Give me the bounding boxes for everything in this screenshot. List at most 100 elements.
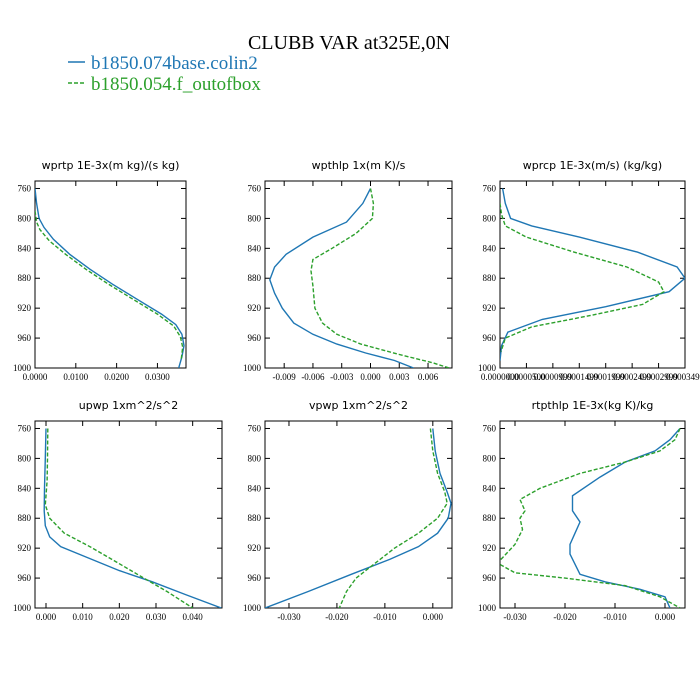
figure-title: CLUBB VAR at325E,0N [248,32,450,54]
x-tick-label: 0.000 [655,612,676,622]
panel-3: upwp 1xm^2/s^2 760 800 840 880 920 960 1000 0.00… [13,399,223,622]
legend: b1850.074base.colin2 b1850.054.f_outofbo… [68,53,261,95]
y-tick-label: 800 [483,213,497,223]
x-tick-label: 0.0300 [145,372,170,382]
x-tick-label: 0.0000999 [534,372,573,382]
x-tick-label: 0.0000 [23,372,48,382]
x-tick-label: 0.020 [109,612,130,622]
series-line-base-colin2 [569,428,681,608]
x-tick-label: 0.010 [73,612,94,622]
legend-label-0: b1850.074base.colin2 [91,53,258,74]
y-tick-label: 840 [483,483,497,493]
plot-frame-2 [499,180,686,369]
x-tick-label: 0.0100 [63,372,88,382]
series-line-f-outofbox [500,203,665,352]
panel-1: wpthlp 1x(m K)/s 760 800 840 880 920 960 1000 -0… [243,159,453,382]
plot-frame-0 [34,180,187,369]
series-line-f-outofbox [500,428,681,608]
panel-title-4: vpwp 1xm^2/s^2 [309,399,408,412]
series-line-f-outofbox [338,428,448,608]
panel-2: wprcp 1E-3x(m/s) (kg/kg) 760 800 840 880 920 9… [478,159,700,382]
plot-frame-1 [264,180,453,369]
y-tick-label: 880 [18,513,32,523]
y-tick-label: 760 [483,183,497,193]
y-tick-label: 960 [18,573,32,583]
panel-5: rtpthlp 1E-3x(kg K)/kg 760 800 840 880 920 960… [478,399,686,622]
y-tick-label: 880 [248,513,262,523]
y-tick-label: 840 [248,483,262,493]
y-tick-label: 800 [248,213,262,223]
y-tick-label: 800 [248,453,262,463]
y-tick-label: 1000 [243,363,262,373]
plot-frame-5 [499,420,686,609]
y-tick-label: 840 [483,243,497,253]
y-tick-label: 760 [18,423,32,433]
y-tick-label: 840 [18,483,32,493]
y-tick-label: 1000 [13,603,32,613]
x-tick-label: -0.009 [273,372,297,382]
y-tick-label: 920 [483,543,497,553]
x-tick-label: -0.020 [553,612,577,622]
series-line-f-outofbox [310,188,450,368]
y-tick-label: 800 [18,453,32,463]
y-tick-label: 920 [483,303,497,313]
y-tick-label: 1000 [243,603,262,613]
y-tick-label: 960 [483,333,497,343]
x-tick-label: 0.000 [36,612,57,622]
y-tick-label: 760 [248,183,262,193]
series-line-base-colin2 [269,188,414,368]
panel-title-2: wprcp 1E-3x(m/s) (kg/kg) [523,159,662,172]
x-tick-label: 0.0002999 [639,372,678,382]
legend-entry-0: b1850.074base.colin2 [68,53,258,74]
x-tick-label: 0.0002499 [613,372,652,382]
x-tick-label: 0.003 [389,372,410,382]
y-tick-label: 840 [18,243,32,253]
y-tick-label: 960 [248,573,262,583]
panels: wprtp 1E-3x(m kg)/(s kg) 760 800 840 880 920 9… [13,159,700,622]
panel-title-0: wprtp 1E-3x(m kg)/(s kg) [42,159,180,172]
x-tick-label: 0.0001999 [587,372,626,382]
x-tick-label: 0.030 [146,612,167,622]
y-tick-label: 760 [18,183,32,193]
y-tick-label: 1000 [478,363,497,373]
y-tick-label: 1000 [13,363,32,373]
y-tick-label: 800 [18,213,32,223]
series-line-base-colin2 [500,188,685,361]
panel-title-1: wpthlp 1x(m K)/s [312,159,406,172]
plot-frame-3 [34,420,223,609]
series-line-base-colin2 [35,188,185,368]
panel-0: wprtp 1E-3x(m kg)/(s kg) 760 800 840 880 920 9… [13,159,187,382]
legend-entry-1: b1850.054.f_outofbox [68,74,261,95]
y-tick-label: 880 [483,273,497,283]
y-tick-label: 840 [248,243,262,253]
x-tick-label: 0.0001499 [560,372,599,382]
x-tick-label: 0.0000500 [507,372,546,382]
y-tick-label: 760 [248,423,262,433]
x-tick-label: -0.006 [301,372,325,382]
x-tick-label: 0.000 [360,372,381,382]
x-tick-label: 0.0200 [104,372,129,382]
x-tick-label: 0.0000000 [481,372,520,382]
y-tick-label: 880 [18,273,32,283]
panel-title-3: upwp 1xm^2/s^2 [79,399,179,412]
panel-4: vpwp 1xm^2/s^2 760 800 840 880 920 960 1000 -0.0… [243,399,453,622]
y-tick-label: 920 [248,303,262,313]
x-tick-label: 0.0003499 [666,372,700,382]
y-tick-label: 920 [18,543,32,553]
y-tick-label: 880 [483,513,497,523]
x-tick-label: 0.006 [418,372,439,382]
x-tick-label: 0.040 [183,612,204,622]
y-tick-label: 960 [18,333,32,343]
y-tick-label: 920 [18,303,32,313]
y-tick-label: 760 [483,423,497,433]
y-tick-label: 960 [248,333,262,343]
y-tick-label: 1000 [478,603,497,613]
x-tick-label: 0.000 [423,612,444,622]
y-tick-label: 920 [248,543,262,553]
x-tick-label: -0.030 [503,612,527,622]
plot-frame-4 [264,420,453,609]
panel-title-5: rtpthlp 1E-3x(kg K)/kg [532,399,654,412]
series-line-base-colin2 [43,428,222,608]
series-line-f-outofbox [44,428,194,608]
